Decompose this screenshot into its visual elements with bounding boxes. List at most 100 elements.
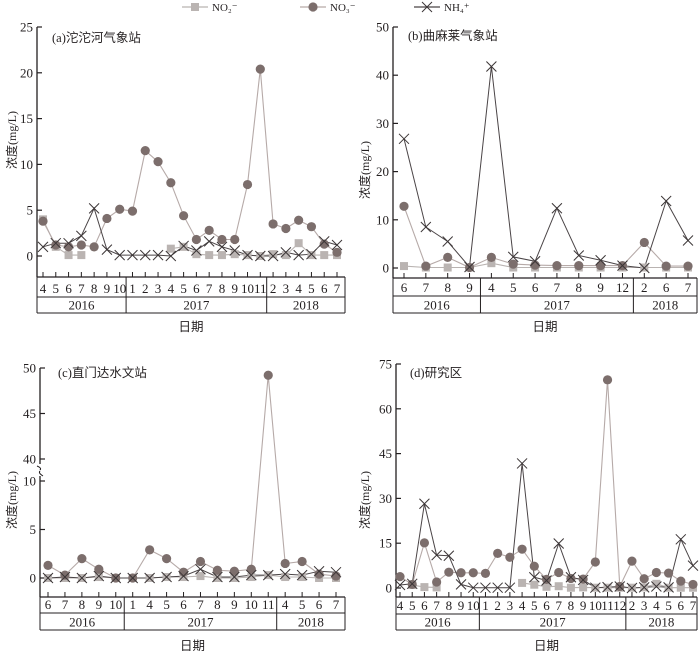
marker-no3-5 — [102, 213, 112, 224]
marker-no3-7 — [552, 260, 562, 271]
x-tick-label: 3 — [507, 598, 514, 613]
marker-nh4-19 — [280, 246, 292, 258]
x-tick-label: 4 — [282, 597, 289, 612]
marker-nh4-10 — [165, 250, 177, 262]
x-tick-label: 6 — [663, 280, 670, 295]
marker-no3-3 — [432, 577, 442, 587]
marker-no3-3 — [94, 564, 104, 574]
y-tick-label: 50 — [376, 20, 389, 35]
marker-no2-10 — [166, 244, 175, 253]
marker-no3-17 — [331, 571, 341, 581]
marker-nh4-16 — [589, 582, 601, 594]
marker-no2-15 — [579, 583, 588, 592]
marker-no3-9 — [153, 157, 163, 167]
marker-no3-0 — [43, 560, 53, 570]
marker-nh4-3 — [75, 230, 87, 242]
x-tick-label: 7 — [555, 598, 562, 613]
x-tick-label: 1 — [129, 281, 136, 296]
x-tick-label: 5 — [665, 598, 672, 613]
y-axis-label: 浓度(mg/L) — [4, 111, 19, 169]
x-tick-label: 7 — [333, 597, 340, 612]
marker-no3-0 — [399, 201, 409, 211]
panel-title: (b)曲麻莱气象站 — [408, 28, 498, 43]
x-tick-label: 3 — [641, 598, 648, 613]
marker-no3-6 — [145, 545, 155, 555]
marker-no3-7 — [480, 568, 491, 578]
marker-nh4-14 — [279, 568, 291, 580]
marker-nh4-21 — [651, 581, 662, 592]
marker-no2-14 — [566, 583, 575, 592]
x-tick-label: 8 — [446, 598, 453, 613]
marker-legend-0 — [421, 1, 433, 13]
marker-nh4-23 — [331, 239, 343, 251]
marker-nh4-17 — [254, 250, 266, 262]
marker-no3-22 — [319, 239, 329, 249]
series-markers-no3 — [43, 370, 341, 583]
marker-nh4-11 — [178, 240, 189, 252]
x-axis-label: 日期 — [180, 639, 205, 651]
series-markers-no3 — [38, 64, 342, 257]
marker-nh4-6 — [467, 582, 479, 594]
x-tick-label: 5 — [531, 598, 538, 613]
marker-no3-2 — [63, 242, 74, 252]
panel-title: (a)沱沱河气象站 — [52, 30, 141, 45]
marker-nh4-8 — [178, 570, 189, 582]
legend-label: NO₂⁻ — [212, 2, 238, 14]
series-no3 — [42, 69, 338, 253]
x-tick-label: 3 — [155, 281, 162, 296]
marker-no3-13 — [554, 567, 564, 578]
legend-item-nh4: NH₄⁺ — [414, 1, 470, 14]
marker-nh4-7 — [161, 571, 172, 583]
marker-nh4-17 — [330, 566, 342, 578]
y-tick-label: 0 — [27, 249, 34, 264]
marker-nh4-5 — [507, 251, 519, 263]
marker-nh4-14 — [216, 241, 228, 253]
marker-no3-14 — [217, 234, 227, 245]
marker-nh4-13 — [203, 235, 215, 247]
marker-nh4-13 — [262, 569, 274, 581]
x-tick-label: 4 — [40, 281, 47, 296]
marker-no3-2 — [77, 554, 87, 564]
x-tick-label: 5 — [409, 598, 416, 613]
marker-nh4-8 — [492, 582, 504, 594]
x-tick-label: 4 — [168, 281, 175, 296]
marker-nh4-12 — [191, 245, 202, 256]
x-tick-label: 7 — [334, 281, 341, 296]
marker-no3-8 — [178, 567, 189, 577]
marker-nh4-7 — [480, 582, 491, 594]
marker-no3-2 — [443, 252, 453, 262]
year-label: 2018 — [298, 615, 324, 630]
marker-nh4-0 — [42, 572, 54, 584]
marker-no3-12 — [541, 574, 552, 584]
x-tick-label: 9 — [466, 280, 473, 295]
x-axis-label: 日期 — [532, 320, 557, 334]
y-tick-label: 20 — [376, 164, 389, 179]
marker-no3-23 — [676, 576, 686, 586]
marker-nh4-15 — [577, 574, 589, 586]
marker-no3-18 — [268, 219, 278, 229]
marker-no3-20 — [294, 215, 304, 225]
x-tick-label: 5 — [53, 281, 60, 296]
year-label: 2017 — [544, 298, 571, 313]
x-tick-label: 11 — [262, 597, 275, 612]
marker-nh4-8 — [139, 249, 151, 261]
x-tick-label: 4 — [397, 598, 404, 613]
x-tick-label: 3 — [283, 281, 290, 296]
marker-no3-17 — [255, 64, 265, 74]
marker-nh4-22 — [663, 582, 674, 593]
year-label: 2016 — [69, 298, 96, 313]
marker-nh4-16 — [242, 249, 253, 261]
marker-no3-13 — [204, 225, 214, 235]
marker-no3-2 — [419, 538, 430, 548]
marker-nh4-17 — [602, 581, 613, 593]
marker-nh4-8 — [573, 250, 585, 261]
marker-nh4-7 — [127, 249, 138, 261]
marker-nh4-23 — [675, 533, 687, 545]
x-tick-label: 5 — [163, 597, 170, 612]
marker-no3-13 — [263, 370, 273, 380]
marker-no3-9 — [195, 556, 206, 567]
y-tick-label: 15 — [379, 536, 392, 551]
marker-no3-15 — [230, 234, 240, 245]
